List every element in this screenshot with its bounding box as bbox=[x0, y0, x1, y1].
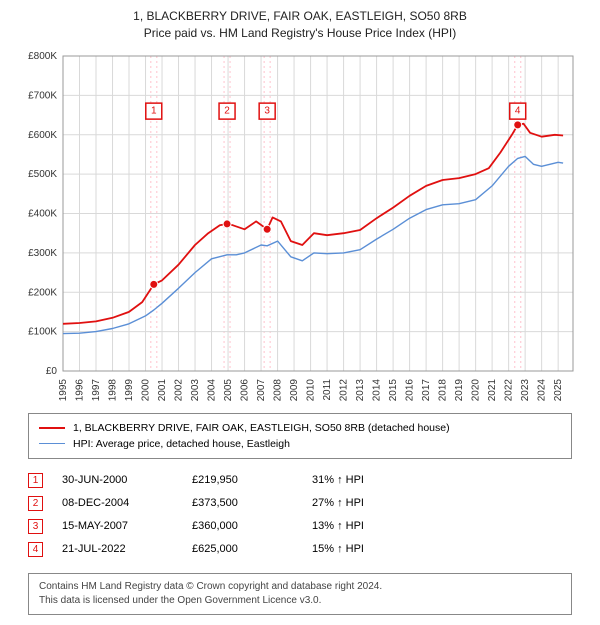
sale-label-1: 1 bbox=[151, 105, 157, 116]
sale-price: £373,500 bbox=[192, 497, 312, 509]
sale-label-3: 3 bbox=[264, 105, 270, 116]
svg-text:2012: 2012 bbox=[339, 378, 350, 401]
svg-text:2018: 2018 bbox=[438, 378, 449, 401]
svg-text:2013: 2013 bbox=[355, 378, 366, 401]
svg-text:2010: 2010 bbox=[306, 378, 317, 401]
footer-line-1: Contains HM Land Registry data © Crown c… bbox=[39, 580, 561, 594]
sale-point-4 bbox=[514, 121, 522, 129]
legend-row-1: HPI: Average price, detached house, East… bbox=[39, 436, 561, 452]
legend-label: 1, BLACKBERRY DRIVE, FAIR OAK, EASTLEIGH… bbox=[73, 422, 450, 434]
svg-text:1996: 1996 bbox=[75, 378, 86, 401]
sale-date: 21-JUL-2022 bbox=[62, 543, 192, 555]
sale-row-2: 2 08-DEC-2004£373,50027% ↑ HPI bbox=[28, 492, 572, 515]
sale-delta: 15% ↑ HPI bbox=[312, 543, 432, 555]
svg-text:2008: 2008 bbox=[273, 378, 284, 401]
svg-text:1995: 1995 bbox=[58, 378, 69, 401]
svg-text:1998: 1998 bbox=[108, 378, 119, 401]
chart-title-block: 1, BLACKBERRY DRIVE, FAIR OAK, EASTLEIGH… bbox=[10, 8, 590, 42]
svg-text:£400K: £400K bbox=[28, 208, 57, 219]
sale-row-3: 3 15-MAY-2007£360,00013% ↑ HPI bbox=[28, 515, 572, 538]
svg-text:2015: 2015 bbox=[388, 378, 399, 401]
chart-area: £0 £100K £200K £300K £400K £500K £600K £700K £80… bbox=[15, 48, 585, 403]
svg-text:2016: 2016 bbox=[405, 378, 416, 401]
svg-text:1997: 1997 bbox=[91, 378, 102, 401]
sale-index-badge: 4 bbox=[28, 542, 43, 557]
sale-point-1 bbox=[150, 280, 158, 288]
sale-price: £360,000 bbox=[192, 520, 312, 532]
legend-row-0: 1, BLACKBERRY DRIVE, FAIR OAK, EASTLEIGH… bbox=[39, 420, 561, 436]
svg-text:£200K: £200K bbox=[28, 287, 57, 298]
footer-line-2: This data is licensed under the Open Gov… bbox=[39, 594, 561, 608]
svg-text:£500K: £500K bbox=[28, 169, 57, 180]
sale-index-badge: 2 bbox=[28, 496, 43, 511]
sale-delta: 31% ↑ HPI bbox=[312, 474, 432, 486]
svg-text:2002: 2002 bbox=[174, 378, 185, 401]
svg-text:2024: 2024 bbox=[537, 378, 548, 401]
svg-text:2011: 2011 bbox=[322, 378, 333, 400]
svg-text:£600K: £600K bbox=[28, 129, 57, 140]
svg-text:2021: 2021 bbox=[487, 378, 498, 401]
sale-delta: 27% ↑ HPI bbox=[312, 497, 432, 509]
svg-text:2025: 2025 bbox=[553, 378, 564, 401]
legend-swatch bbox=[39, 427, 65, 429]
svg-text:2007: 2007 bbox=[256, 378, 267, 401]
sale-point-2 bbox=[223, 220, 231, 228]
sales-table: 1 30-JUN-2000£219,95031% ↑ HPI 2 08-DEC-200… bbox=[28, 469, 572, 561]
sale-row-4: 4 21-JUL-2022£625,00015% ↑ HPI bbox=[28, 538, 572, 561]
legend-swatch bbox=[39, 443, 65, 444]
svg-text:2019: 2019 bbox=[454, 378, 465, 401]
sale-date: 30-JUN-2000 bbox=[62, 474, 192, 486]
sale-row-1: 1 30-JUN-2000£219,95031% ↑ HPI bbox=[28, 469, 572, 492]
sale-label-2: 2 bbox=[224, 105, 230, 116]
sale-price: £625,000 bbox=[192, 543, 312, 555]
svg-text:2009: 2009 bbox=[289, 378, 300, 401]
svg-text:1999: 1999 bbox=[124, 378, 135, 401]
svg-text:2006: 2006 bbox=[240, 378, 251, 401]
legend-label: HPI: Average price, detached house, East… bbox=[73, 438, 290, 450]
svg-text:£700K: £700K bbox=[28, 90, 57, 101]
sale-date: 15-MAY-2007 bbox=[62, 520, 192, 532]
sale-point-3 bbox=[263, 225, 271, 233]
sale-index-badge: 3 bbox=[28, 519, 43, 534]
svg-text:2022: 2022 bbox=[504, 378, 515, 401]
svg-text:2000: 2000 bbox=[141, 378, 152, 401]
svg-text:2017: 2017 bbox=[421, 378, 432, 401]
legend: 1, BLACKBERRY DRIVE, FAIR OAK, EASTLEIGH… bbox=[28, 413, 572, 459]
svg-text:2001: 2001 bbox=[157, 378, 168, 401]
svg-text:£100K: £100K bbox=[28, 326, 57, 337]
title-line-1: 1, BLACKBERRY DRIVE, FAIR OAK, EASTLEIGH… bbox=[10, 8, 590, 25]
svg-text:2004: 2004 bbox=[207, 378, 218, 401]
attribution-footer: Contains HM Land Registry data © Crown c… bbox=[28, 573, 572, 615]
svg-text:2020: 2020 bbox=[471, 378, 482, 401]
title-line-2: Price paid vs. HM Land Registry's House … bbox=[10, 25, 590, 42]
price-chart-svg: £0 £100K £200K £300K £400K £500K £600K £700K £80… bbox=[15, 48, 585, 403]
sale-price: £219,950 bbox=[192, 474, 312, 486]
sale-index-badge: 1 bbox=[28, 473, 43, 488]
sale-date: 08-DEC-2004 bbox=[62, 497, 192, 509]
svg-text:£800K: £800K bbox=[28, 51, 57, 62]
svg-text:2023: 2023 bbox=[520, 378, 531, 401]
svg-text:2005: 2005 bbox=[223, 378, 234, 401]
svg-text:2003: 2003 bbox=[190, 378, 201, 401]
svg-text:£300K: £300K bbox=[28, 247, 57, 258]
sale-delta: 13% ↑ HPI bbox=[312, 520, 432, 532]
svg-text:£0: £0 bbox=[46, 366, 58, 377]
svg-text:2014: 2014 bbox=[372, 378, 383, 401]
sale-label-4: 4 bbox=[515, 105, 521, 116]
